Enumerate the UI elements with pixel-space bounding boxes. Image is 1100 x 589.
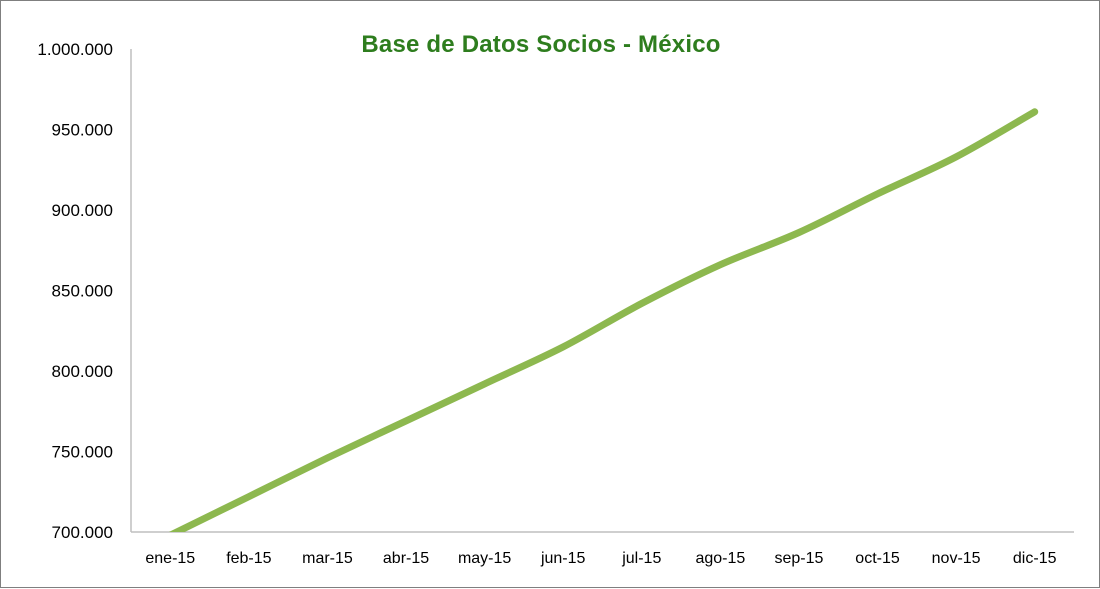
data-point xyxy=(717,261,724,268)
y-tick-label: 950.000 xyxy=(52,121,113,140)
data-point xyxy=(560,343,567,350)
chart-title: Base de Datos Socios - México xyxy=(361,31,721,58)
data-point xyxy=(403,417,410,424)
x-tick-label: dic-15 xyxy=(1013,550,1057,567)
data-point xyxy=(324,454,331,461)
y-tick-label: 850.000 xyxy=(52,282,113,301)
x-tick-label: oct-15 xyxy=(855,550,900,567)
x-tick-label: abr-15 xyxy=(383,550,429,567)
x-tick-label: may-15 xyxy=(458,550,511,567)
y-axis-ticks: 700.000 750.000 800.000 850.000 900.000 950.0… xyxy=(37,40,113,542)
y-tick-label: 900.000 xyxy=(52,201,113,220)
x-tick-label: sep-15 xyxy=(774,550,823,567)
y-tick-label: 1.000.000 xyxy=(37,40,113,59)
x-tick-label: feb-15 xyxy=(226,550,271,567)
y-tick-label: 750.000 xyxy=(52,443,113,462)
y-tick-label: 700.000 xyxy=(52,523,113,542)
series-layer xyxy=(167,108,1039,539)
data-point xyxy=(953,153,960,160)
data-point xyxy=(796,229,803,236)
y-tick-label: 800.000 xyxy=(52,362,113,381)
x-tick-label: ene-15 xyxy=(145,550,195,567)
data-point xyxy=(481,380,488,387)
data-point xyxy=(167,532,174,539)
x-axis-ticks: ene-15 feb-15 mar-15 abr-15 may-15 jun-15 jul-… xyxy=(145,550,1056,567)
series-line xyxy=(168,108,1039,532)
axes xyxy=(130,49,1074,533)
data-point xyxy=(874,190,881,197)
data-point xyxy=(1031,108,1038,115)
data-point xyxy=(638,300,645,307)
data-point xyxy=(245,493,252,500)
x-tick-label: mar-15 xyxy=(302,550,353,567)
x-tick-label: jul-15 xyxy=(621,550,661,567)
x-tick-label: nov-15 xyxy=(932,550,981,567)
x-tick-label: ago-15 xyxy=(695,550,745,567)
x-tick-label: jun-15 xyxy=(540,550,586,567)
